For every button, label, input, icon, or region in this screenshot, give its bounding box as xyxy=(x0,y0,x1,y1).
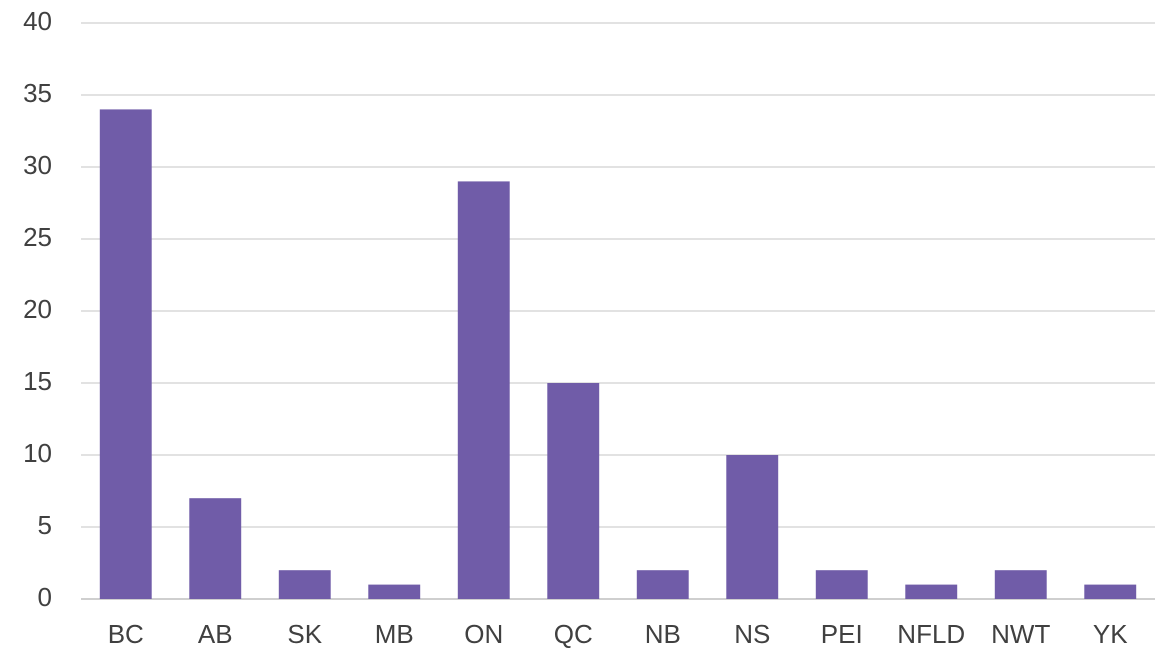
bar xyxy=(189,498,242,599)
bar xyxy=(994,570,1047,599)
bar xyxy=(1084,584,1137,599)
x-tick-label: MB xyxy=(375,619,414,649)
bar xyxy=(636,570,689,599)
bar xyxy=(457,181,510,599)
y-tick-label: 5 xyxy=(38,510,52,540)
y-tick-label: 0 xyxy=(38,582,52,612)
x-tick-label: NFLD xyxy=(897,619,965,649)
bar xyxy=(368,584,421,599)
x-tick-label: AB xyxy=(198,619,233,649)
x-tick-label: ON xyxy=(464,619,503,649)
bar xyxy=(726,455,779,599)
y-tick-label: 10 xyxy=(23,438,52,468)
bar xyxy=(547,383,600,599)
x-tick-label: SK xyxy=(287,619,322,649)
x-tick-label: NWT xyxy=(991,619,1050,649)
y-tick-label: 15 xyxy=(23,366,52,396)
bar xyxy=(905,584,958,599)
bar xyxy=(815,570,868,599)
x-tick-label: BC xyxy=(108,619,144,649)
x-tick-label: YK xyxy=(1093,619,1128,649)
y-tick-label: 30 xyxy=(23,150,52,180)
y-tick-label: 25 xyxy=(23,222,52,252)
y-tick-label: 40 xyxy=(23,6,52,36)
bar xyxy=(278,570,331,599)
x-tick-label: QC xyxy=(554,619,593,649)
y-tick-label: 35 xyxy=(23,78,52,108)
y-tick-label: 20 xyxy=(23,294,52,324)
x-tick-label: NS xyxy=(734,619,770,649)
x-tick-label: PEI xyxy=(821,619,863,649)
x-tick-label: NB xyxy=(645,619,681,649)
bar xyxy=(99,109,152,600)
